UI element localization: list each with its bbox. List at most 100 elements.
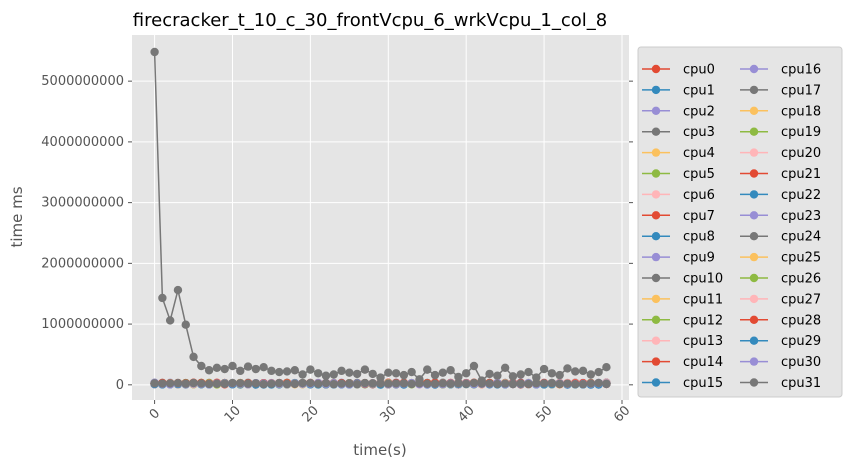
data-point-cpu31	[368, 379, 377, 388]
data-point-cpu31	[228, 378, 237, 388]
data-point-cpu31	[391, 379, 401, 388]
legend-marker	[749, 85, 759, 95]
legend-item-cpu11: cpu11	[642, 292, 723, 307]
data-point-cpu31	[243, 379, 253, 388]
data-point-cpu17	[220, 364, 229, 374]
legend-item-cpu12: cpu12	[642, 313, 723, 328]
data-point-cpu17	[461, 369, 471, 378]
legend-label: cpu16	[781, 63, 821, 78]
data-point-cpu31	[423, 379, 432, 389]
legend-item-cpu25: cpu25	[740, 251, 821, 266]
data-point-cpu31	[461, 379, 471, 388]
data-point-cpu31	[236, 378, 245, 388]
x-tick-label: 50	[533, 403, 555, 425]
data-point-cpu17	[360, 365, 370, 374]
legend-item-cpu1: cpu1	[642, 83, 715, 98]
y-tick-label: 3000000000	[41, 196, 124, 211]
y-axis: 0 1000000000 2000000000 3000000000 400000000…	[41, 74, 633, 393]
legend-marker	[749, 357, 759, 366]
legend-item-cpu10: cpu10	[642, 272, 723, 287]
legend-marker	[651, 252, 661, 262]
data-point-cpu31	[360, 378, 370, 388]
legend-item-cpu3: cpu3	[642, 125, 715, 140]
data-point-cpu17	[493, 371, 502, 380]
legend-item-cpu31: cpu31	[740, 376, 821, 391]
legend-item-cpu18: cpu18	[740, 104, 821, 119]
x-tick-label: 10	[222, 403, 244, 425]
legend-item-cpu21: cpu21	[740, 167, 821, 182]
data-point-cpu17	[438, 368, 448, 377]
series-cpu17	[150, 47, 611, 385]
legend-label: cpu18	[781, 104, 821, 119]
data-point-cpu31	[454, 379, 463, 388]
legend-label: cpu4	[683, 146, 715, 161]
data-point-cpu17	[173, 285, 183, 295]
legend-label: cpu27	[781, 292, 821, 307]
data-point-cpu17	[329, 370, 338, 379]
legend-marker	[651, 294, 661, 304]
data-point-cpu17	[282, 367, 292, 376]
legend-marker	[651, 148, 661, 157]
legend-label: cpu3	[683, 125, 715, 140]
legend-label: cpu14	[683, 355, 723, 370]
legend-label: cpu29	[781, 334, 821, 349]
legend-item-cpu30: cpu30	[740, 355, 821, 370]
data-point-cpu31	[345, 379, 354, 388]
data-point-cpu31	[298, 378, 307, 388]
legend-item-cpu27: cpu27	[740, 292, 821, 307]
legend-marker	[749, 336, 759, 345]
data-point-cpu31	[469, 378, 479, 388]
x-tick-label: 60	[611, 403, 633, 425]
data-point-cpu31	[532, 379, 541, 388]
data-point-cpu17	[306, 365, 315, 374]
data-point-cpu17	[586, 370, 596, 379]
legend-item-cpu17: cpu17	[740, 83, 821, 98]
legend-item-cpu2: cpu2	[642, 104, 715, 119]
data-point-cpu17	[524, 367, 533, 377]
data-point-cpu17	[578, 366, 588, 376]
legend-label: cpu20	[781, 146, 821, 161]
grid	[132, 35, 629, 400]
legend-marker	[749, 190, 759, 199]
data-point-cpu31	[150, 379, 159, 388]
legend-marker	[749, 378, 759, 387]
legend-item-cpu19: cpu19	[740, 125, 821, 140]
data-point-cpu17	[212, 363, 222, 373]
data-point-cpu31	[547, 378, 557, 388]
data-point-cpu17	[197, 361, 206, 371]
data-point-cpu17	[594, 367, 603, 377]
data-point-cpu17	[243, 362, 253, 371]
legend-marker	[651, 315, 661, 324]
data-point-cpu17	[454, 372, 463, 382]
legend-label: cpu19	[781, 125, 821, 140]
legend-marker	[749, 315, 759, 324]
data-point-cpu17	[259, 363, 268, 372]
legend-marker	[749, 64, 759, 74]
data-point-cpu17	[204, 366, 214, 375]
data-point-cpu31	[516, 379, 525, 388]
legend-label: cpu10	[683, 272, 723, 287]
data-point-cpu31	[212, 379, 222, 388]
series-cpu31	[150, 378, 611, 389]
data-point-cpu31	[267, 379, 276, 388]
data-point-cpu31	[259, 379, 268, 389]
data-point-cpu31	[493, 379, 502, 389]
data-point-cpu31	[197, 379, 206, 388]
data-point-cpu31	[352, 379, 362, 389]
data-point-cpu17	[251, 364, 261, 374]
data-point-cpu31	[407, 379, 416, 389]
data-point-cpu31	[563, 379, 572, 388]
legend-marker	[651, 273, 661, 283]
data-point-cpu31	[485, 379, 494, 388]
legend-item-cpu6: cpu6	[642, 188, 715, 203]
legend-label: cpu11	[683, 292, 723, 307]
data-point-cpu31	[158, 379, 167, 388]
legend-marker	[749, 127, 759, 136]
legend-label: cpu30	[781, 355, 821, 370]
legend-marker	[749, 273, 759, 283]
legend-item-cpu15: cpu15	[642, 376, 723, 391]
data-point-cpu17	[446, 366, 455, 375]
x-tick-label: 30	[377, 403, 399, 425]
